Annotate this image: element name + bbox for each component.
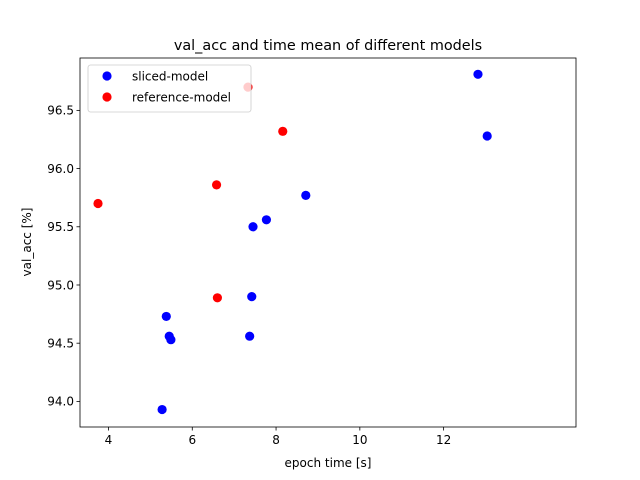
sliced-model-point [157,404,167,415]
legend-box [87,64,252,113]
y-tick-label: 95.5 [47,220,74,234]
y-tick-label: 94.5 [47,336,74,350]
y-tick-label: 96.0 [47,162,74,176]
x-tick-label: 8 [272,433,280,447]
sliced-model-point [248,222,258,232]
sliced-model-point [482,131,492,141]
x-tick-label: 10 [352,433,367,447]
legend-marker-sliced-model [102,71,112,81]
y-tick-label: 96.5 [47,104,74,118]
chart-title: val_acc and time mean of different model… [174,38,482,54]
y-axis-label: val_acc [%] [20,208,34,277]
reference-model-point [278,126,288,136]
sliced-model-point [473,69,483,79]
y-tick-label: 95.0 [47,278,74,292]
x-tick-label: 6 [188,433,196,447]
reference-model-point [212,293,223,303]
legend-marker-reference-model [102,92,112,102]
axes-frame [79,57,577,428]
x-tick-label: 4 [105,433,113,447]
x-tick-label: 12 [436,433,451,447]
sliced-model-point [161,311,171,322]
legend-label-sliced-model: sliced-model [132,69,208,83]
reference-model-point [93,198,103,209]
y-tick-label: 94.0 [47,395,74,409]
plot-area: 4 6 8 10 12 94.0 94.5 95.0 95.5 96.0 96.5 [47,57,577,447]
legend: sliced-model reference-model [87,64,252,113]
sliced-model-point [301,190,311,200]
legend-label-reference-model: reference-model [132,90,231,104]
reference-model-point [211,180,222,190]
sliced-model-point [261,215,272,225]
sliced-model-point [247,292,257,302]
sliced-model-point [245,331,255,341]
x-axis-label: epoch time [s] [285,456,372,470]
sliced-model-point [166,335,176,345]
